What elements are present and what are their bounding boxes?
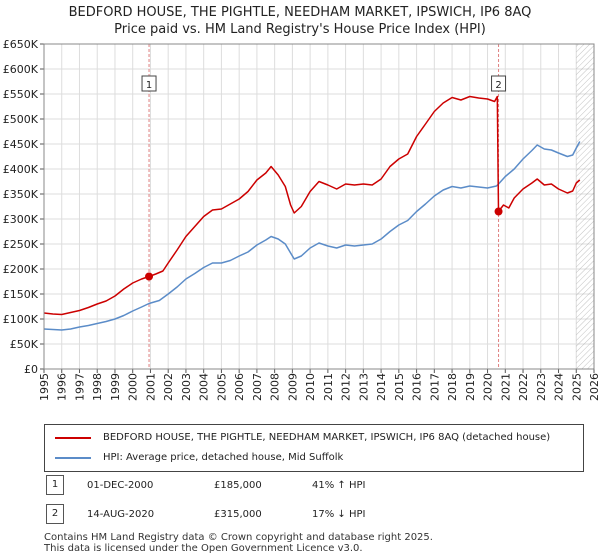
x-tick-label: 2010	[304, 373, 317, 401]
x-tick-label: 2003	[180, 373, 193, 401]
y-tick-label: £500K	[3, 113, 39, 126]
x-tick-label: 1999	[109, 373, 122, 401]
transaction-row: 1 01-DEC-2000 £185,000 41% ↑ HPI	[44, 475, 584, 495]
x-tick-label: 2012	[340, 373, 353, 401]
x-tick-label: 2017	[428, 373, 441, 401]
x-tick-label: 2020	[482, 373, 495, 401]
x-tick-label: 2021	[499, 373, 512, 401]
sale-point	[494, 207, 503, 216]
x-tick-label: 2013	[357, 373, 370, 401]
plot-frame	[43, 43, 595, 370]
legend-label-hpi: HPI: Average price, detached house, Mid …	[103, 452, 344, 463]
transaction-marker: 1	[46, 475, 64, 495]
y-tick-label: £150K	[3, 288, 39, 301]
x-tick-label: 2015	[393, 373, 406, 401]
x-tick-label: 2005	[215, 373, 228, 401]
y-tick-label: £650K	[3, 38, 39, 51]
x-tick-label: 2007	[251, 373, 264, 401]
transaction-price: £315,000	[214, 509, 262, 520]
x-tick-label: 2002	[162, 373, 175, 401]
x-tick-label: 2024	[553, 373, 566, 401]
chart-title: BEDFORD HOUSE, THE PIGHTLE, NEEDHAM MARK…	[68, 5, 532, 20]
y-tick-label: £100K	[3, 313, 39, 326]
y-tick-label: £400K	[3, 163, 39, 176]
y-tick-label: £550K	[3, 88, 39, 101]
y-tick-label: £450K	[3, 138, 39, 151]
transaction-price: £185,000	[214, 480, 262, 491]
y-tick-label: £600K	[3, 63, 39, 76]
y-tick-label: £200K	[3, 263, 39, 276]
legend-swatch-hpi	[55, 457, 91, 459]
y-tick-label: £0	[24, 363, 38, 376]
x-tick-label: 2001	[144, 373, 157, 401]
transaction-marker: 2	[46, 504, 64, 524]
sale-point	[145, 272, 154, 281]
x-tick-label: 2000	[127, 373, 140, 401]
x-tick-label: 2026	[588, 373, 600, 401]
sale-marker-label: 1	[146, 80, 152, 91]
y-tick-label: £50K	[10, 338, 39, 351]
legend-label-property: BEDFORD HOUSE, THE PIGHTLE, NEEDHAM MARK…	[103, 432, 551, 443]
x-tick-label: 2008	[269, 373, 282, 401]
footer-copyright: Contains HM Land Registry data © Crown c…	[44, 532, 433, 543]
series-line-hpi	[43, 141, 581, 331]
x-tick-label: 2009	[286, 373, 299, 401]
x-tick-label: 2022	[517, 373, 530, 401]
transaction-date: 01-DEC-2000	[87, 480, 154, 491]
y-tick-label: £300K	[3, 213, 39, 226]
x-tick-label: 2006	[233, 373, 246, 401]
legend-swatch-property	[55, 437, 91, 439]
x-tick-label: 2019	[464, 373, 477, 401]
sale-marker-label: 2	[495, 80, 501, 91]
transaction-hpi: 41% ↑ HPI	[312, 480, 366, 491]
x-tick-label: 1997	[73, 373, 86, 401]
chart-legend: BEDFORD HOUSE, THE PIGHTLE, NEEDHAM MARK…	[44, 424, 584, 472]
y-tick-label: £350K	[3, 188, 39, 201]
transaction-date: 14-AUG-2020	[87, 509, 155, 520]
x-tick-label: 2014	[375, 373, 388, 401]
y-tick-label: £250K	[3, 238, 39, 251]
chart-subtitle: Price paid vs. HM Land Registry's House …	[114, 22, 486, 37]
transaction-hpi: 17% ↓ HPI	[312, 509, 366, 520]
x-tick-label: 1998	[91, 373, 104, 401]
footer-licence: This data is licensed under the Open Gov…	[44, 543, 363, 554]
x-tick-label: 2025	[570, 373, 583, 401]
x-tick-label: 1996	[56, 373, 69, 401]
plot-area	[44, 44, 594, 369]
x-tick-label: 2016	[411, 373, 424, 401]
x-tick-label: 2004	[198, 373, 211, 401]
sale-marker-box	[141, 75, 157, 92]
x-tick-label: 1995	[38, 373, 51, 401]
forecast-hatch-region	[576, 44, 594, 369]
price-chart: £0 £50K £100K £150K £200K £250K £300K £350K £400…	[3, 38, 600, 401]
x-tick-label: 2018	[446, 373, 459, 401]
x-tick-label: 2023	[535, 373, 548, 401]
transaction-row: 2 14-AUG-2020 £315,000 17% ↓ HPI	[44, 504, 584, 524]
sale-marker-box	[491, 75, 507, 92]
x-tick-label: 2011	[322, 373, 335, 401]
